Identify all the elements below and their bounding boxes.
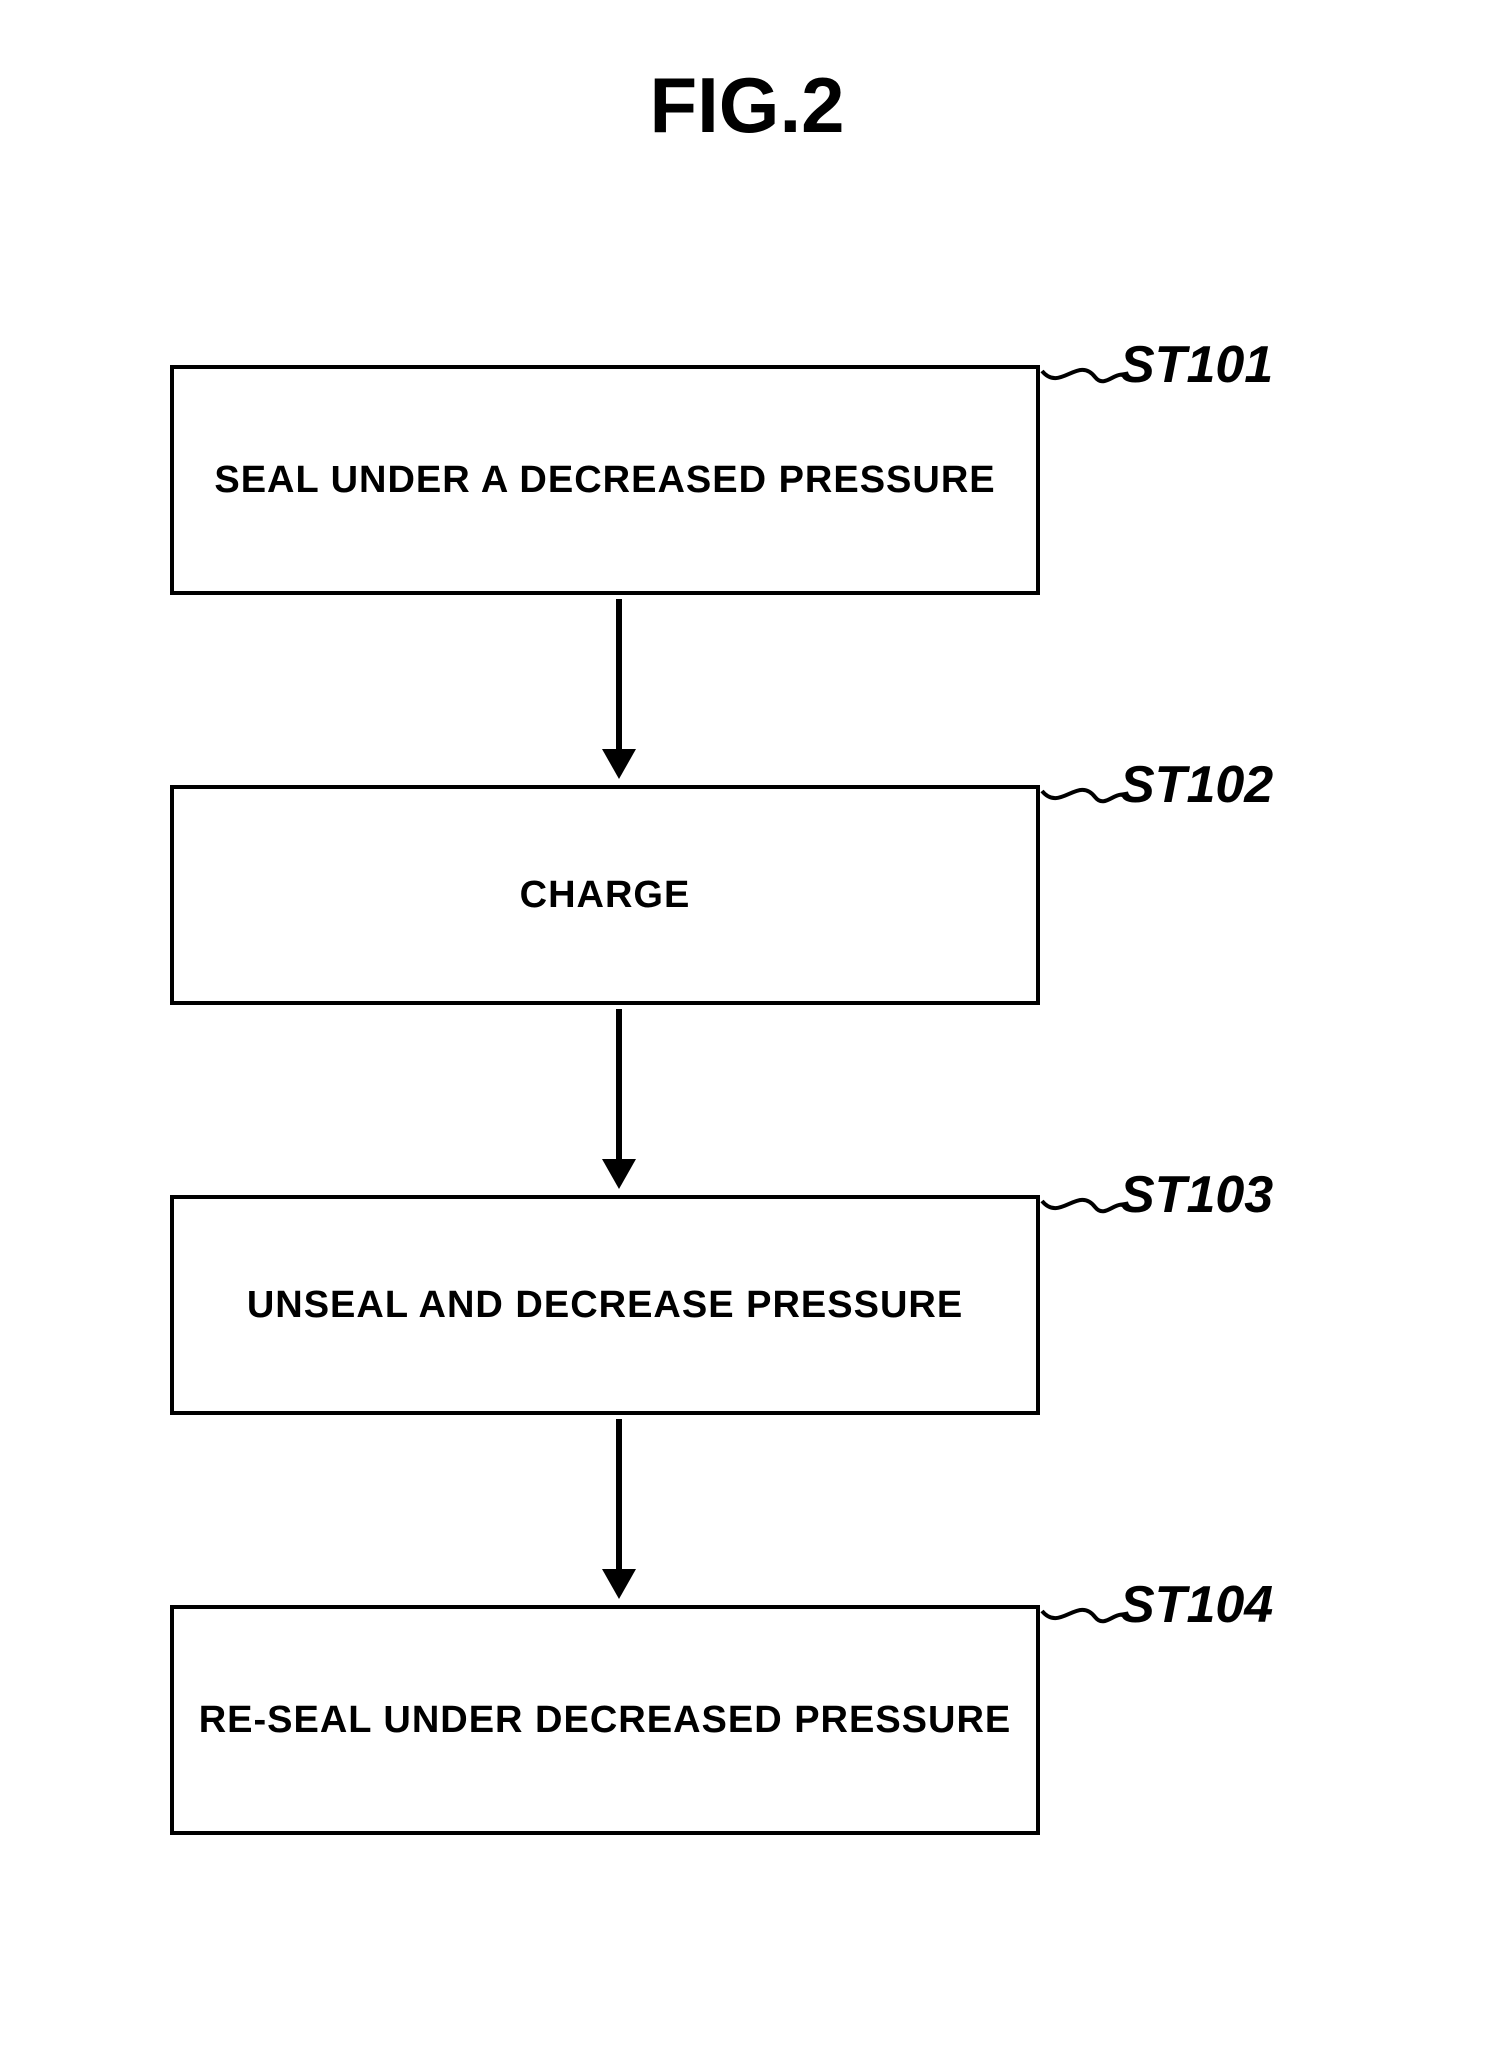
- flow-step-2-label: ST102: [1120, 755, 1273, 815]
- arrow-shaft: [616, 1419, 622, 1569]
- flow-step-1: SEAL UNDER A DECREASED PRESSURE: [170, 365, 1040, 595]
- arrow-shaft: [616, 1009, 622, 1159]
- flow-step-4: RE-SEAL UNDER DECREASED PRESSURE: [170, 1605, 1040, 1835]
- arrow-head-icon: [602, 749, 636, 779]
- arrow-shaft: [616, 599, 622, 749]
- flow-arrow-1: [602, 599, 636, 779]
- flow-step-1-label: ST101: [1120, 335, 1273, 395]
- flow-arrow-3: [602, 1419, 636, 1599]
- figure-page: FIG.2 SEAL UNDER A DECREASED PRESSURE ST…: [0, 0, 1494, 2059]
- leader-line-4: [1040, 1585, 1130, 1645]
- leader-line-2: [1040, 765, 1130, 825]
- flow-step-3-label: ST103: [1120, 1165, 1273, 1225]
- flow-step-4-label: ST104: [1120, 1575, 1273, 1635]
- leader-line-3: [1040, 1175, 1130, 1235]
- flow-step-2-text: CHARGE: [520, 874, 691, 917]
- arrow-head-icon: [602, 1159, 636, 1189]
- flow-step-2: CHARGE: [170, 785, 1040, 1005]
- figure-title: FIG.2: [0, 60, 1494, 151]
- arrow-head-icon: [602, 1569, 636, 1599]
- flow-step-4-text: RE-SEAL UNDER DECREASED PRESSURE: [199, 1699, 1012, 1742]
- flow-step-3-text: UNSEAL AND DECREASE PRESSURE: [247, 1284, 963, 1327]
- flow-step-1-text: SEAL UNDER A DECREASED PRESSURE: [214, 459, 995, 502]
- flow-step-3: UNSEAL AND DECREASE PRESSURE: [170, 1195, 1040, 1415]
- leader-line-1: [1040, 345, 1130, 405]
- flow-arrow-2: [602, 1009, 636, 1189]
